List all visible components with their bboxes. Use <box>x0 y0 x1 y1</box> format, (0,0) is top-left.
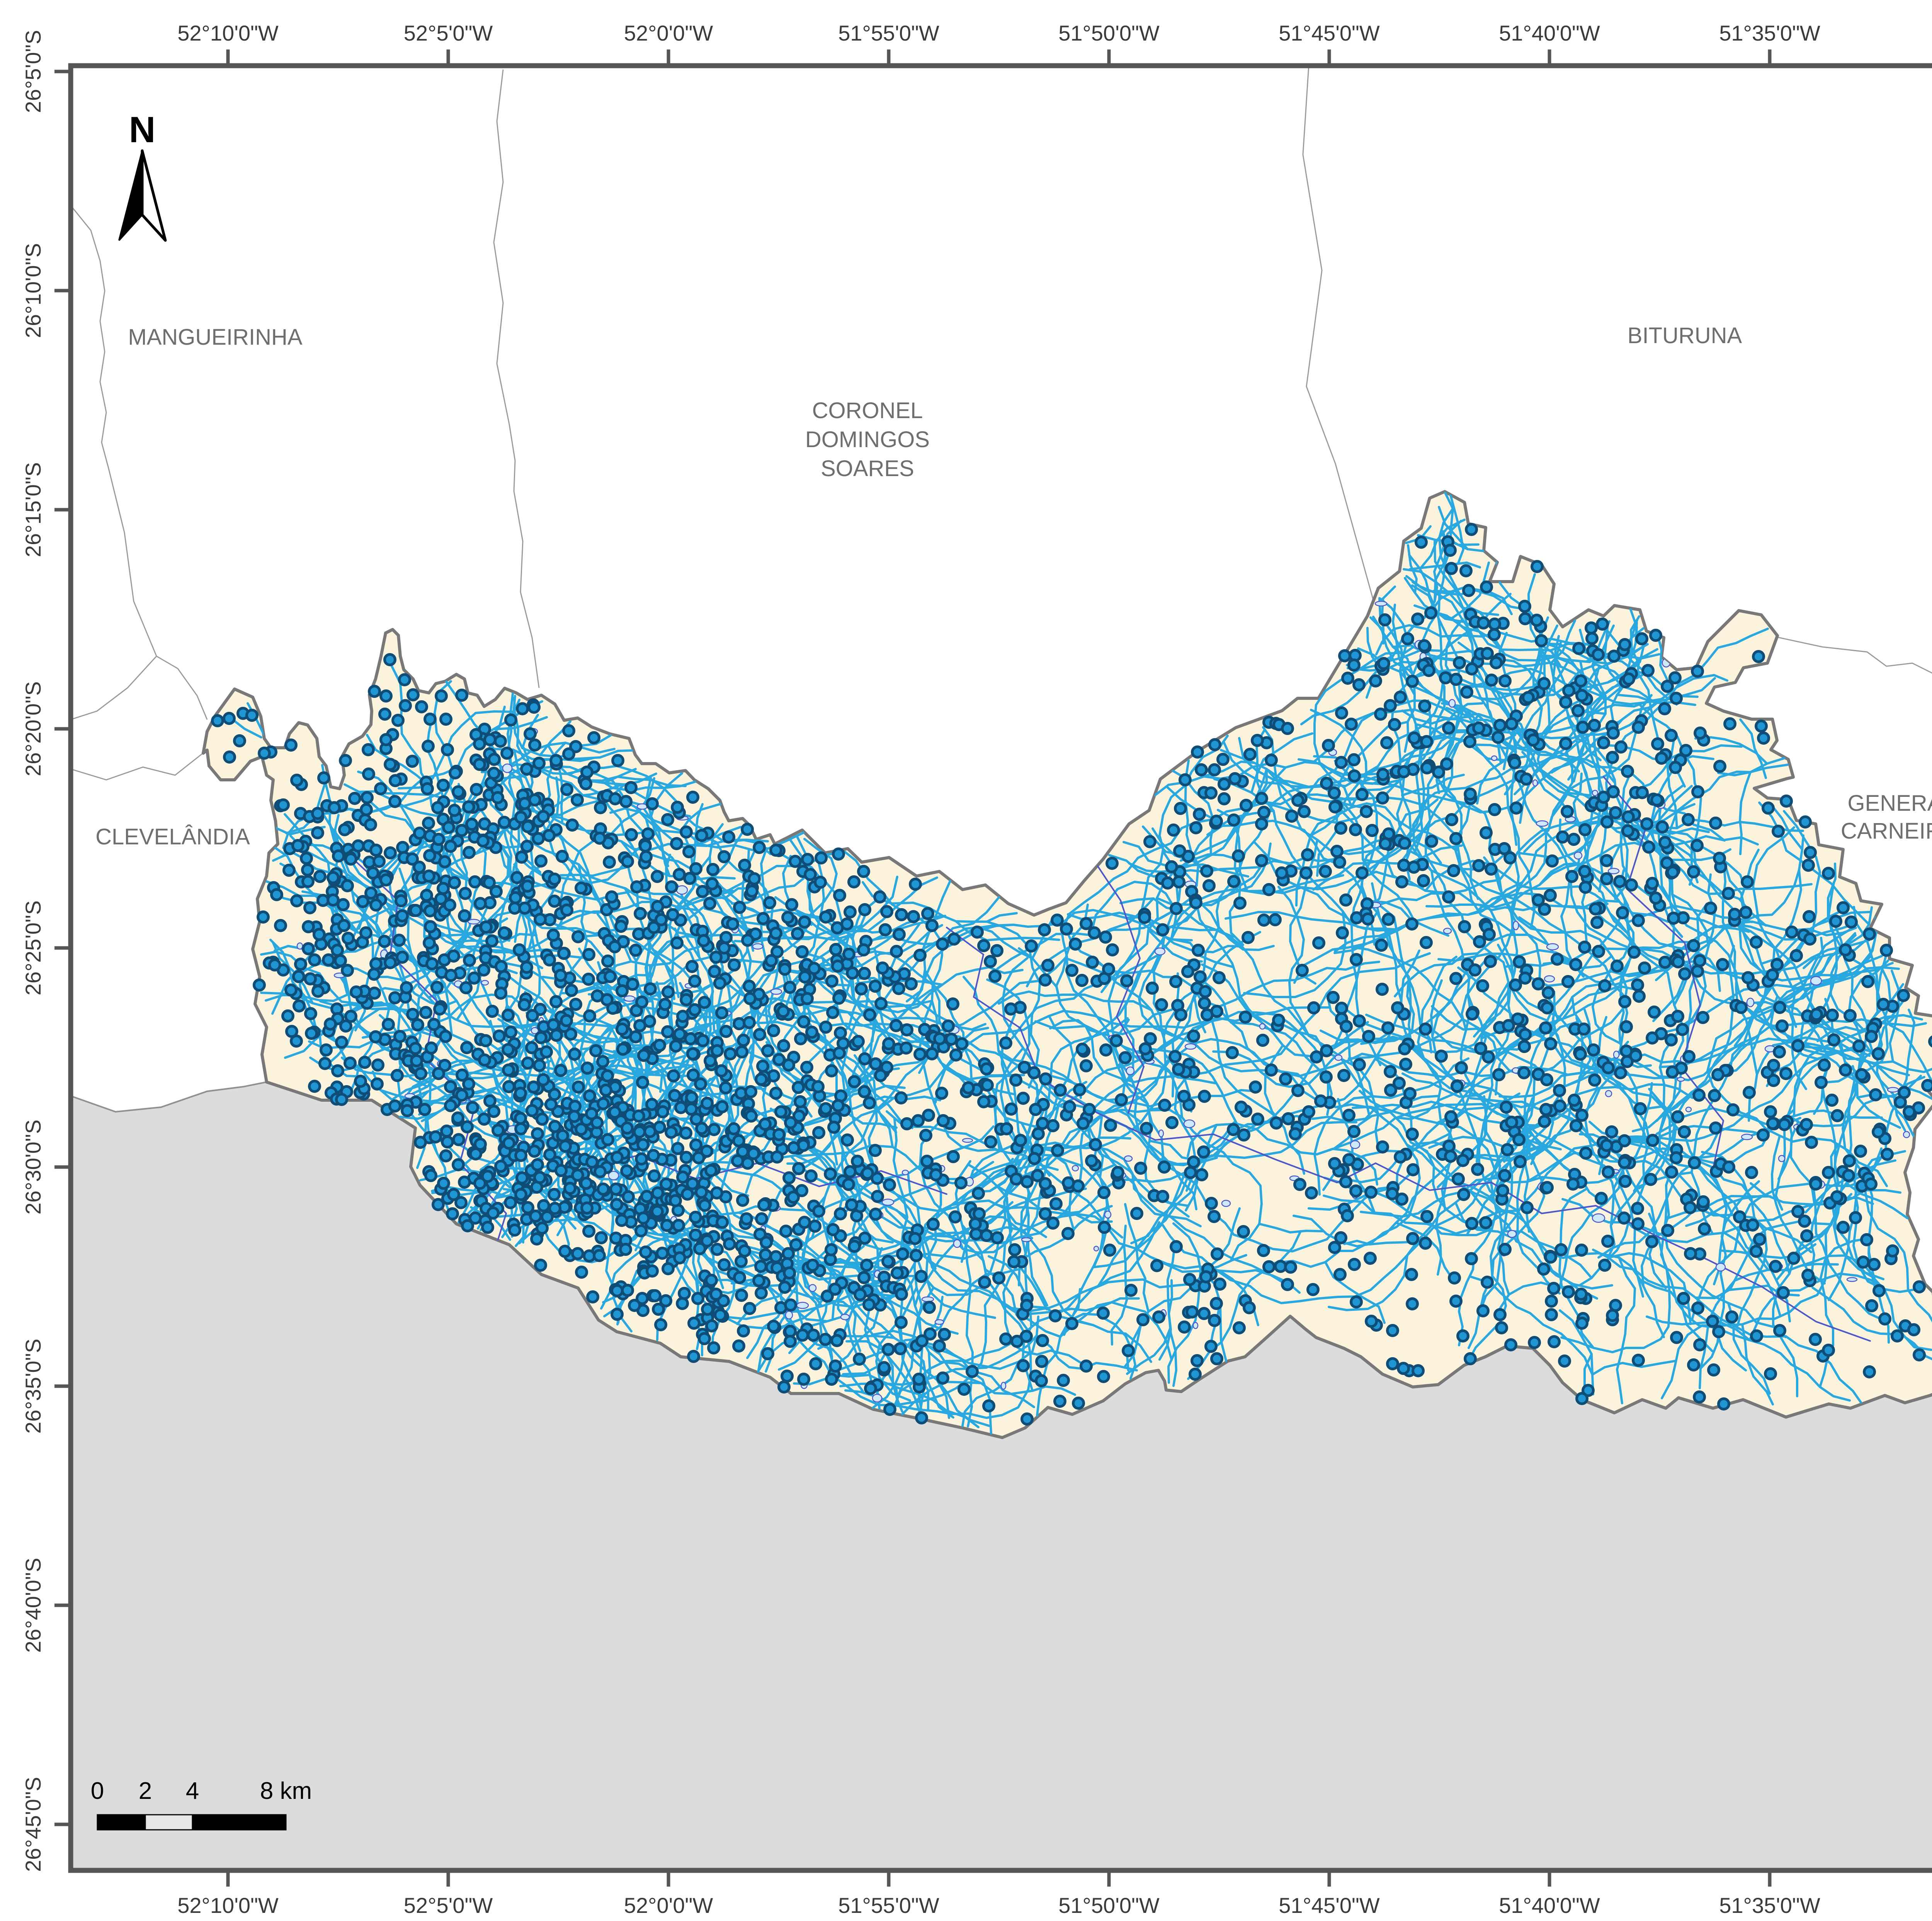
svg-text:26°45'0"S: 26°45'0"S <box>21 1777 45 1872</box>
svg-text:SOARES: SOARES <box>821 456 914 481</box>
svg-text:52°5'0"W: 52°5'0"W <box>404 21 493 45</box>
svg-text:52°0'0"W: 52°0'0"W <box>624 1893 713 1918</box>
svg-text:26°30'0"S: 26°30'0"S <box>21 1120 45 1215</box>
svg-text:N: N <box>129 109 156 150</box>
svg-text:51°50'0"W: 51°50'0"W <box>1058 1893 1160 1918</box>
svg-text:8 km: 8 km <box>260 1778 312 1804</box>
svg-text:26°25'0"S: 26°25'0"S <box>21 900 45 995</box>
svg-text:51°55'0"W: 51°55'0"W <box>838 1893 939 1918</box>
svg-text:51°40'0"W: 51°40'0"W <box>1499 1893 1600 1918</box>
svg-text:BITURUNA: BITURUNA <box>1628 323 1742 348</box>
svg-text:26°40'0"S: 26°40'0"S <box>21 1558 45 1653</box>
svg-text:51°55'0"W: 51°55'0"W <box>838 21 939 45</box>
svg-text:51°40'0"W: 51°40'0"W <box>1499 21 1600 45</box>
svg-text:GENERAL: GENERAL <box>1847 791 1932 816</box>
svg-text:26°10'0"S: 26°10'0"S <box>21 243 45 338</box>
svg-text:26°15'0"S: 26°15'0"S <box>21 462 45 557</box>
svg-text:52°5'0"W: 52°5'0"W <box>404 1893 493 1918</box>
svg-text:MANGUEIRINHA: MANGUEIRINHA <box>128 325 302 350</box>
svg-text:26°20'0"S: 26°20'0"S <box>21 681 45 776</box>
svg-text:CORONEL: CORONEL <box>812 398 923 423</box>
svg-text:CARNEIRO: CARNEIRO <box>1841 818 1932 844</box>
svg-text:52°10'0"W: 52°10'0"W <box>177 1893 279 1918</box>
svg-text:51°45'0"W: 51°45'0"W <box>1279 21 1380 45</box>
svg-text:51°35'0"W: 51°35'0"W <box>1719 1893 1820 1918</box>
svg-text:51°45'0"W: 51°45'0"W <box>1279 1893 1380 1918</box>
svg-text:26°35'0"S: 26°35'0"S <box>21 1339 45 1434</box>
svg-text:52°0'0"W: 52°0'0"W <box>624 21 713 45</box>
svg-text:4: 4 <box>186 1778 199 1804</box>
svg-text:0: 0 <box>91 1778 104 1804</box>
svg-text:2: 2 <box>139 1778 152 1804</box>
svg-text:DOMINGOS: DOMINGOS <box>805 427 930 452</box>
svg-text:26°5'0"S: 26°5'0"S <box>21 30 45 113</box>
svg-text:CLEVELÂNDIA: CLEVELÂNDIA <box>95 824 250 849</box>
svg-text:51°35'0"W: 51°35'0"W <box>1719 21 1820 45</box>
svg-text:51°50'0"W: 51°50'0"W <box>1058 21 1160 45</box>
svg-text:52°10'0"W: 52°10'0"W <box>177 21 279 45</box>
